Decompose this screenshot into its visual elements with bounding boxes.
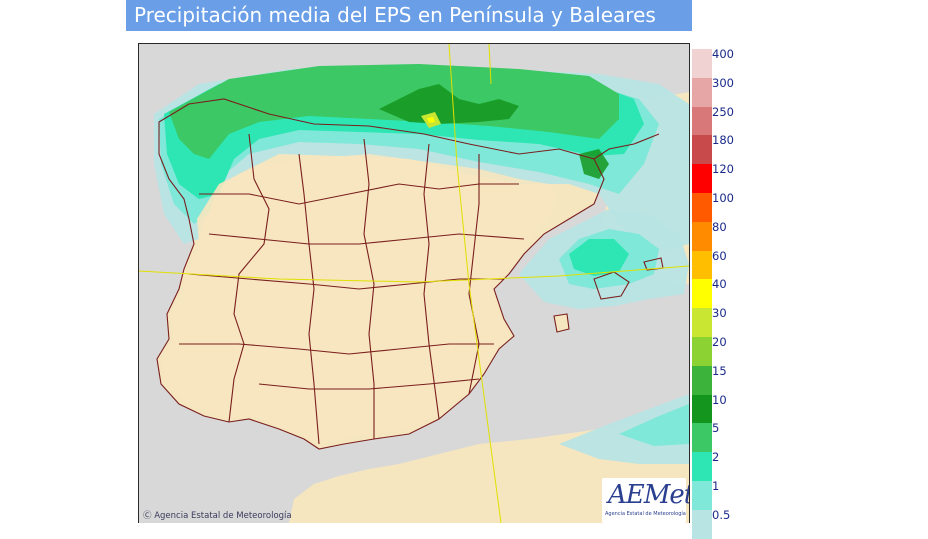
legend-label: 40 [712,277,727,292]
map-svg [139,44,689,523]
page-title: Precipitación media del EPS en Península… [134,3,656,27]
legend-label: 0.5 [712,507,731,522]
precip-2-balearic [569,239,629,276]
legend-swatch [692,279,712,309]
precip-10-north [379,84,519,124]
precip-0-5-south [559,394,689,464]
borders [156,98,664,450]
land-ibiza [554,314,569,332]
legend-swatch [692,135,712,165]
legend-swatch [692,423,712,453]
legend-label: 20 [712,335,727,349]
legend-label: 10 [712,392,727,407]
legend-swatch [692,308,712,337]
legend-label: 100 [712,191,734,205]
logo-wordmark: AEMet [608,480,690,510]
legend-label: 60 [712,248,727,263]
legend-swatch [692,221,712,251]
legend-swatch [692,106,712,136]
legend-swatch [692,250,712,280]
legend-swatch [692,365,712,395]
legend-swatch [692,481,712,510]
legend-swatch [692,193,712,222]
legend-swatch [692,509,712,539]
legend-label: 2 [712,450,720,465]
legend-label: 15 [712,363,727,378]
logo-subtitle: Agencia Estatal de Meteorología [605,511,686,517]
legend-label: 180 [712,133,734,148]
legend-label: 400 [712,47,734,61]
legend-label: 30 [712,306,727,321]
legend-label: 120 [712,162,734,177]
precip-1-south [619,404,689,446]
legend-label: 1 [712,479,720,493]
legend-label: 80 [712,219,727,234]
copyright-icon: Ⓒ [143,511,152,521]
copyright-notice: Ⓒ Agencia Estatal de Meteorología [143,509,292,521]
legend-swatch [692,49,712,78]
graticule [139,44,689,523]
land-interior [161,154,559,444]
legend-swatch [692,394,712,424]
copyright-text: Agencia Estatal de Meteorología [154,511,292,521]
precipitation-map: AEMet Agencia Estatal de Meteorología Ⓒ … [138,43,690,523]
aemet-logo: AEMet Agencia Estatal de Meteorología [602,478,689,523]
precip-40-max [427,117,435,123]
legend-swatch [692,77,712,107]
legend-swatch [692,452,712,481]
legend-swatch [692,164,712,193]
legend-label: 5 [712,421,720,436]
legend-swatch [692,337,712,366]
legend-label: 250 [712,104,734,119]
legend-label: 300 [712,75,734,90]
title-bar: Precipitación media del EPS en Península… [126,0,692,31]
